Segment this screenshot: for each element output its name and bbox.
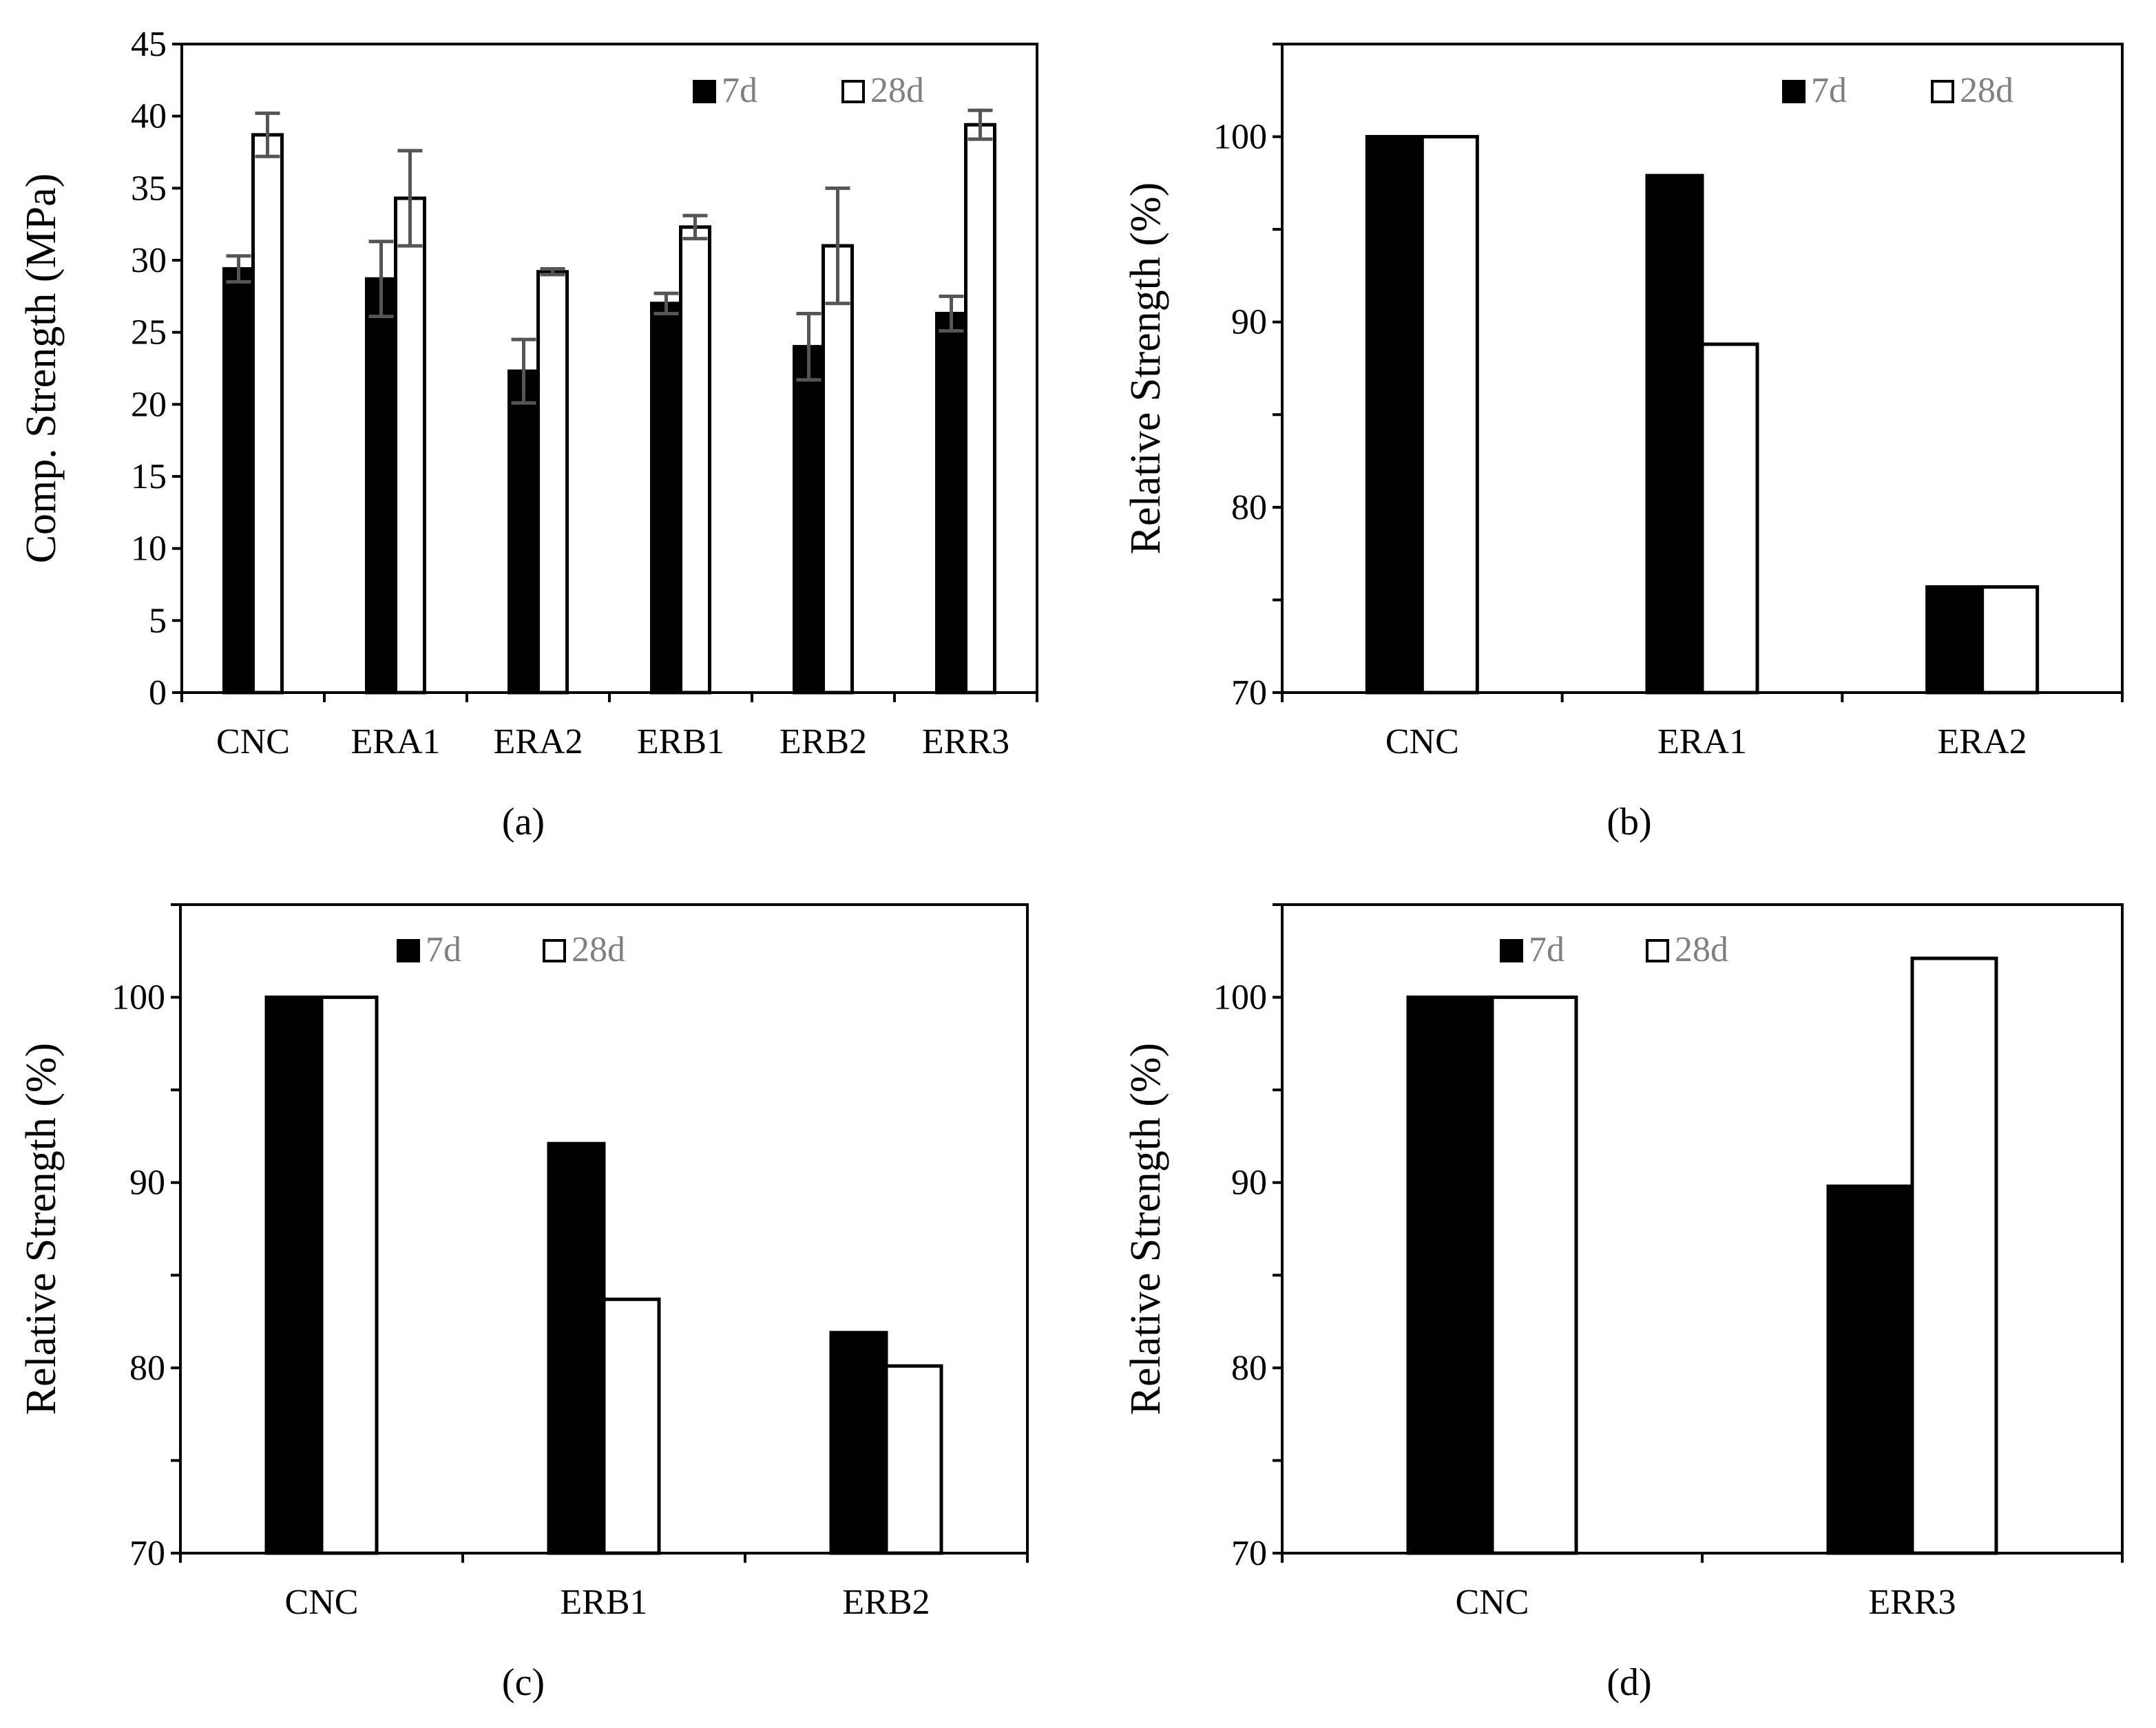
y-tick-label: 45 — [131, 25, 167, 64]
bar-7d-CNC — [1365, 135, 1424, 695]
x-tick-label-ERB1: ERB1 — [637, 722, 724, 761]
legend-label-7d: 7d — [722, 71, 757, 110]
legend-label-28d: 28d — [1675, 930, 1728, 969]
legend-label-7d: 7d — [1529, 930, 1564, 969]
y-tick-label: 80 — [129, 1349, 165, 1388]
panel-caption-c: (c) — [502, 1661, 545, 1704]
legend-label-28d: 28d — [870, 71, 924, 110]
y-tick-label: 80 — [1231, 1349, 1267, 1388]
bar-7d-CNC — [222, 267, 255, 695]
x-tick-label-ERA1: ERA1 — [1657, 722, 1747, 761]
legend-label-7d: 7d — [1811, 71, 1847, 110]
bar-7d-ERR3 — [935, 311, 967, 695]
bar-28d-ERA2 — [536, 270, 569, 695]
bar-28d-ERB2 — [884, 1364, 943, 1555]
bar-28d-CNC — [1420, 135, 1479, 695]
legend-swatch-28d — [1931, 80, 1954, 103]
bar-7d-ERA1 — [365, 277, 397, 695]
x-tick-label-ERR3: ERR3 — [922, 722, 1009, 761]
x-tick-label-CNC: CNC — [285, 1583, 359, 1622]
panel-caption-a: (a) — [502, 801, 545, 843]
x-tick-label-ERA2: ERA2 — [494, 722, 583, 761]
bar-28d-CNC — [251, 133, 284, 695]
y-tick-label: 90 — [129, 1163, 165, 1203]
bar-7d-ERB2 — [829, 1331, 888, 1555]
y-axis-label: Relative Strength (%) — [1122, 182, 1169, 555]
legend-swatch-7d — [1782, 80, 1806, 103]
legend-swatch-28d — [841, 80, 865, 103]
y-tick-label: 5 — [149, 601, 167, 640]
panel-caption-d: (d) — [1606, 1661, 1651, 1704]
panel-caption-b: (b) — [1606, 801, 1651, 843]
x-tick-label-ERA2: ERA2 — [1938, 722, 2027, 761]
bar-7d-ERA2 — [507, 369, 540, 695]
bar-28d-CNC — [1490, 995, 1578, 1555]
bar-28d-ERA2 — [1980, 585, 2040, 695]
chart-c: 70 80 90 100 CNC ERB1 ERB2 Relative Strength (%… — [18, 903, 1029, 1704]
legend-label-7d: 7d — [426, 930, 461, 969]
y-tick-label: 100 — [1213, 978, 1267, 1018]
bar-28d-ERB1 — [679, 225, 711, 695]
x-tick-label-ERB2: ERB2 — [779, 722, 867, 761]
y-tick-label: 35 — [131, 169, 167, 208]
bar-7d-ERB1 — [547, 1141, 606, 1555]
y-axis-label: Comp. Strength (MPa) — [18, 173, 65, 564]
y-tick-label: 100 — [1213, 118, 1267, 157]
bar-28d-ERB2 — [821, 244, 854, 695]
bar-28d-ERA1 — [1700, 342, 1759, 695]
bar-7d-ERR3 — [1826, 1184, 1914, 1555]
y-tick-label: 25 — [131, 313, 167, 352]
legend-swatch-28d — [1646, 939, 1669, 962]
x-tick-label-ERR3: ERR3 — [1868, 1583, 1956, 1622]
y-tick-label: 70 — [1231, 1534, 1267, 1573]
bar-7d-CNC — [1406, 995, 1494, 1555]
x-tick-label-CNC: CNC — [1385, 722, 1459, 761]
legend-swatch-7d — [397, 939, 420, 962]
bar-7d-ERB1 — [650, 302, 682, 695]
y-tick-label: 70 — [1231, 673, 1267, 713]
x-tick-label-ERB1: ERB1 — [560, 1583, 647, 1622]
bar-28d-ERB1 — [602, 1297, 661, 1555]
y-tick-label: 100 — [112, 978, 165, 1018]
chart-d: 70 80 90 100 CNC ERR3 Relative Strength (%) 7d 2… — [1122, 903, 2124, 1704]
bar-28d-CNC — [320, 995, 379, 1555]
legend-swatch-7d — [1500, 939, 1523, 962]
y-tick-label: 15 — [131, 457, 167, 496]
y-tick-label: 20 — [131, 385, 167, 424]
bar-7d-ERB2 — [793, 345, 825, 695]
y-tick-label: 0 — [149, 673, 167, 713]
y-tick-label: 40 — [131, 97, 167, 136]
legend-swatch-7d — [693, 80, 716, 103]
legend-label-28d: 28d — [572, 930, 625, 969]
x-tick-label-ERA1: ERA1 — [351, 722, 441, 761]
bar-7d-CNC — [264, 995, 324, 1555]
plot-frame — [180, 43, 1038, 694]
y-tick-label: 80 — [1231, 488, 1267, 527]
y-tick-label: 90 — [1231, 303, 1267, 342]
chart-b: 70 80 90 100 CNC ERA1 ERA2 Relative Strength (%… — [1122, 43, 2124, 843]
bar-7d-ERA2 — [1925, 585, 1985, 695]
x-tick-label-CNC: CNC — [1456, 1583, 1529, 1622]
legend-label-28d: 28d — [1960, 71, 2013, 110]
legend-swatch-28d — [543, 939, 566, 962]
bar-28d-ERA1 — [394, 196, 426, 695]
y-tick-label: 70 — [129, 1534, 165, 1573]
chart-a: 0 5 10 15 20 25 30 35 40 45 CNC ERA1 ERA2 ERB1 ERB2 ERR… — [18, 25, 1038, 843]
y-axis-label: Relative Strength (%) — [1122, 1043, 1169, 1415]
x-tick-label-CNC: CNC — [216, 722, 290, 761]
y-tick-label: 30 — [131, 241, 167, 280]
bar-7d-ERA1 — [1645, 173, 1704, 695]
bar-28d-ERR3 — [1910, 956, 1998, 1555]
y-tick-label: 90 — [1231, 1163, 1267, 1203]
x-tick-label-ERB2: ERB2 — [842, 1583, 930, 1622]
y-axis-label: Relative Strength (%) — [18, 1043, 65, 1415]
bar-28d-ERR3 — [964, 123, 996, 695]
y-tick-label: 10 — [131, 529, 167, 569]
